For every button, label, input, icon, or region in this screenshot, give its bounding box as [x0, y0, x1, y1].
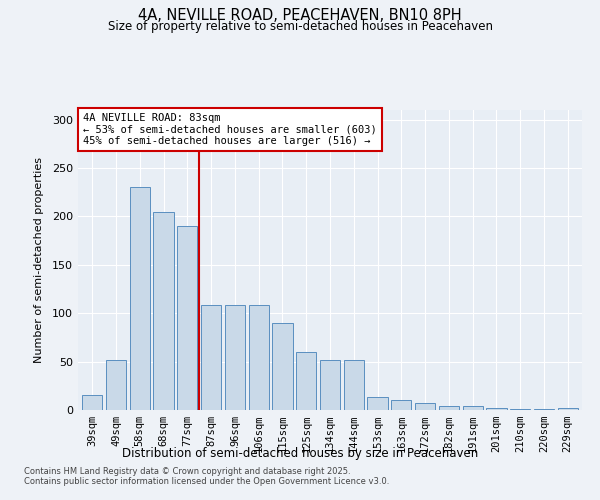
Bar — [344, 360, 364, 410]
Bar — [130, 188, 150, 410]
Text: 4A, NEVILLE ROAD, PEACEHAVEN, BN10 8PH: 4A, NEVILLE ROAD, PEACEHAVEN, BN10 8PH — [138, 8, 462, 22]
Text: 4A NEVILLE ROAD: 83sqm
← 53% of semi-detached houses are smaller (603)
45% of se: 4A NEVILLE ROAD: 83sqm ← 53% of semi-det… — [83, 113, 377, 146]
Bar — [463, 406, 483, 410]
Text: Size of property relative to semi-detached houses in Peacehaven: Size of property relative to semi-detach… — [107, 20, 493, 33]
Bar — [272, 323, 293, 410]
Bar — [106, 360, 126, 410]
Bar — [534, 409, 554, 410]
Bar — [320, 360, 340, 410]
Text: Contains HM Land Registry data © Crown copyright and database right 2025.: Contains HM Land Registry data © Crown c… — [24, 467, 350, 476]
Bar — [367, 398, 388, 410]
Bar — [415, 403, 435, 410]
Y-axis label: Number of semi-detached properties: Number of semi-detached properties — [34, 157, 44, 363]
Text: Contains public sector information licensed under the Open Government Licence v3: Contains public sector information licen… — [24, 477, 389, 486]
Bar — [82, 394, 103, 410]
Bar — [296, 352, 316, 410]
Bar — [557, 408, 578, 410]
Bar — [439, 406, 459, 410]
Text: Distribution of semi-detached houses by size in Peacehaven: Distribution of semi-detached houses by … — [122, 448, 478, 460]
Bar — [391, 400, 412, 410]
Bar — [154, 212, 173, 410]
Bar — [248, 306, 269, 410]
Bar — [201, 306, 221, 410]
Bar — [510, 409, 530, 410]
Bar — [487, 408, 506, 410]
Bar — [225, 306, 245, 410]
Bar — [177, 226, 197, 410]
